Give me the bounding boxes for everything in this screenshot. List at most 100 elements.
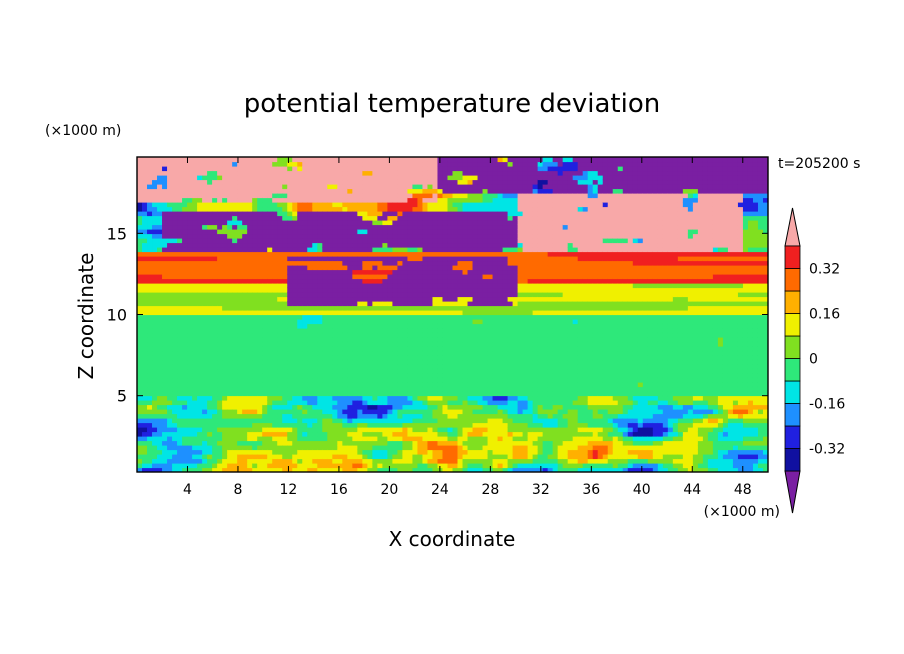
- heatmap-cell: [427, 242, 434, 248]
- heatmap-cell: [172, 157, 178, 163]
- heatmap-cell: [202, 287, 208, 293]
- heatmap-cell: [327, 256, 333, 262]
- heatmap-cell: [317, 323, 323, 329]
- heatmap-cell: [492, 413, 499, 419]
- heatmap-cell: [327, 211, 333, 217]
- heatmap-cell: [422, 314, 429, 320]
- heatmap-cell: [362, 458, 368, 464]
- heatmap-cell: [267, 310, 273, 316]
- heatmap-cell: [287, 454, 293, 460]
- heatmap-cell: [137, 341, 143, 347]
- heatmap-cell: [382, 220, 388, 226]
- heatmap-cell: [287, 287, 293, 293]
- heatmap-cell: [262, 440, 268, 446]
- heatmap-cell: [212, 301, 218, 307]
- heatmap-cell: [247, 274, 253, 280]
- heatmap-cell: [237, 350, 243, 356]
- heatmap-cell: [142, 247, 148, 253]
- heatmap-cell: [157, 247, 163, 253]
- heatmap-cell: [407, 337, 414, 343]
- heatmap-cell: [172, 202, 178, 208]
- heatmap-cell: [192, 166, 198, 172]
- heatmap-cell: [222, 283, 228, 289]
- heatmap-cell: [382, 197, 388, 203]
- heatmap-cell: [462, 283, 469, 289]
- heatmap-cell: [457, 269, 464, 275]
- heatmap-cell: [372, 157, 378, 163]
- heatmap-cell: [207, 350, 213, 356]
- heatmap-cell: [492, 404, 499, 410]
- heatmap-cell: [462, 395, 469, 401]
- heatmap-cell: [157, 440, 163, 446]
- heatmap-cell: [482, 296, 489, 302]
- heatmap-cell: [312, 269, 318, 275]
- heatmap-cell: [222, 256, 228, 262]
- heatmap-cell: [222, 265, 228, 271]
- heatmap-cell: [307, 211, 313, 217]
- heatmap-cell: [322, 328, 328, 334]
- heatmap-cell: [257, 467, 263, 472]
- heatmap-cell: [237, 382, 243, 388]
- heatmap-cell: [342, 418, 348, 424]
- heatmap-cell: [192, 305, 198, 311]
- heatmap-cell: [222, 202, 228, 208]
- heatmap-cell: [297, 422, 303, 428]
- heatmap-cell: [252, 197, 258, 203]
- heatmap-cell: [462, 197, 469, 203]
- heatmap-cell: [377, 449, 383, 455]
- heatmap-cell: [302, 319, 308, 325]
- heatmap-cell: [492, 422, 499, 428]
- heatmap-cell: [392, 409, 399, 415]
- heatmap-cell: [142, 188, 148, 194]
- heatmap-cell: [402, 224, 409, 230]
- heatmap-cell: [407, 238, 414, 244]
- heatmap-cell: [257, 166, 263, 172]
- heatmap-cell: [392, 355, 399, 361]
- heatmap-cell: [147, 251, 153, 257]
- heatmap-cell: [292, 364, 298, 370]
- heatmap-cell: [227, 328, 233, 334]
- heatmap-cell: [377, 373, 383, 379]
- heatmap-cell: [477, 440, 484, 446]
- heatmap-cell: [377, 422, 383, 428]
- heatmap-cell: [392, 229, 399, 235]
- heatmap-cell: [207, 233, 213, 239]
- heatmap-cell: [457, 287, 464, 293]
- heatmap-cell: [232, 224, 238, 230]
- heatmap-cell: [287, 418, 293, 424]
- heatmap-cell: [407, 328, 414, 334]
- heatmap-cell: [362, 170, 368, 176]
- heatmap-cell: [317, 382, 323, 388]
- heatmap-cell: [177, 395, 183, 401]
- heatmap-cell: [302, 292, 308, 298]
- heatmap-cell: [352, 242, 358, 248]
- heatmap-cell: [187, 301, 193, 307]
- heatmap-cell: [477, 436, 484, 442]
- heatmap-cell: [172, 454, 178, 460]
- heatmap-cell: [167, 202, 173, 208]
- heatmap-cell: [257, 436, 263, 442]
- heatmap-cell: [422, 346, 429, 352]
- heatmap-cell: [362, 350, 368, 356]
- heatmap-cell: [337, 274, 343, 280]
- heatmap-cell: [462, 274, 469, 280]
- heatmap-cell: [477, 350, 484, 356]
- heatmap-cell: [347, 179, 353, 185]
- heatmap-cell: [162, 427, 168, 433]
- heatmap-cell: [332, 440, 338, 446]
- heatmap-cell: [412, 238, 419, 244]
- heatmap-cell: [392, 157, 399, 163]
- heatmap-cell: [342, 382, 348, 388]
- heatmap-cell: [262, 409, 268, 415]
- heatmap-cell: [197, 157, 203, 163]
- heatmap-cell: [412, 323, 419, 329]
- heatmap-cell: [487, 233, 494, 239]
- heatmap-cell: [382, 454, 388, 460]
- heatmap-cell: [152, 220, 158, 226]
- heatmap-cell: [237, 251, 243, 257]
- heatmap-cell: [222, 400, 228, 406]
- heatmap-cell: [482, 413, 489, 419]
- heatmap-cell: [287, 427, 293, 433]
- heatmap-cell: [472, 166, 479, 172]
- heatmap-cell: [392, 256, 399, 262]
